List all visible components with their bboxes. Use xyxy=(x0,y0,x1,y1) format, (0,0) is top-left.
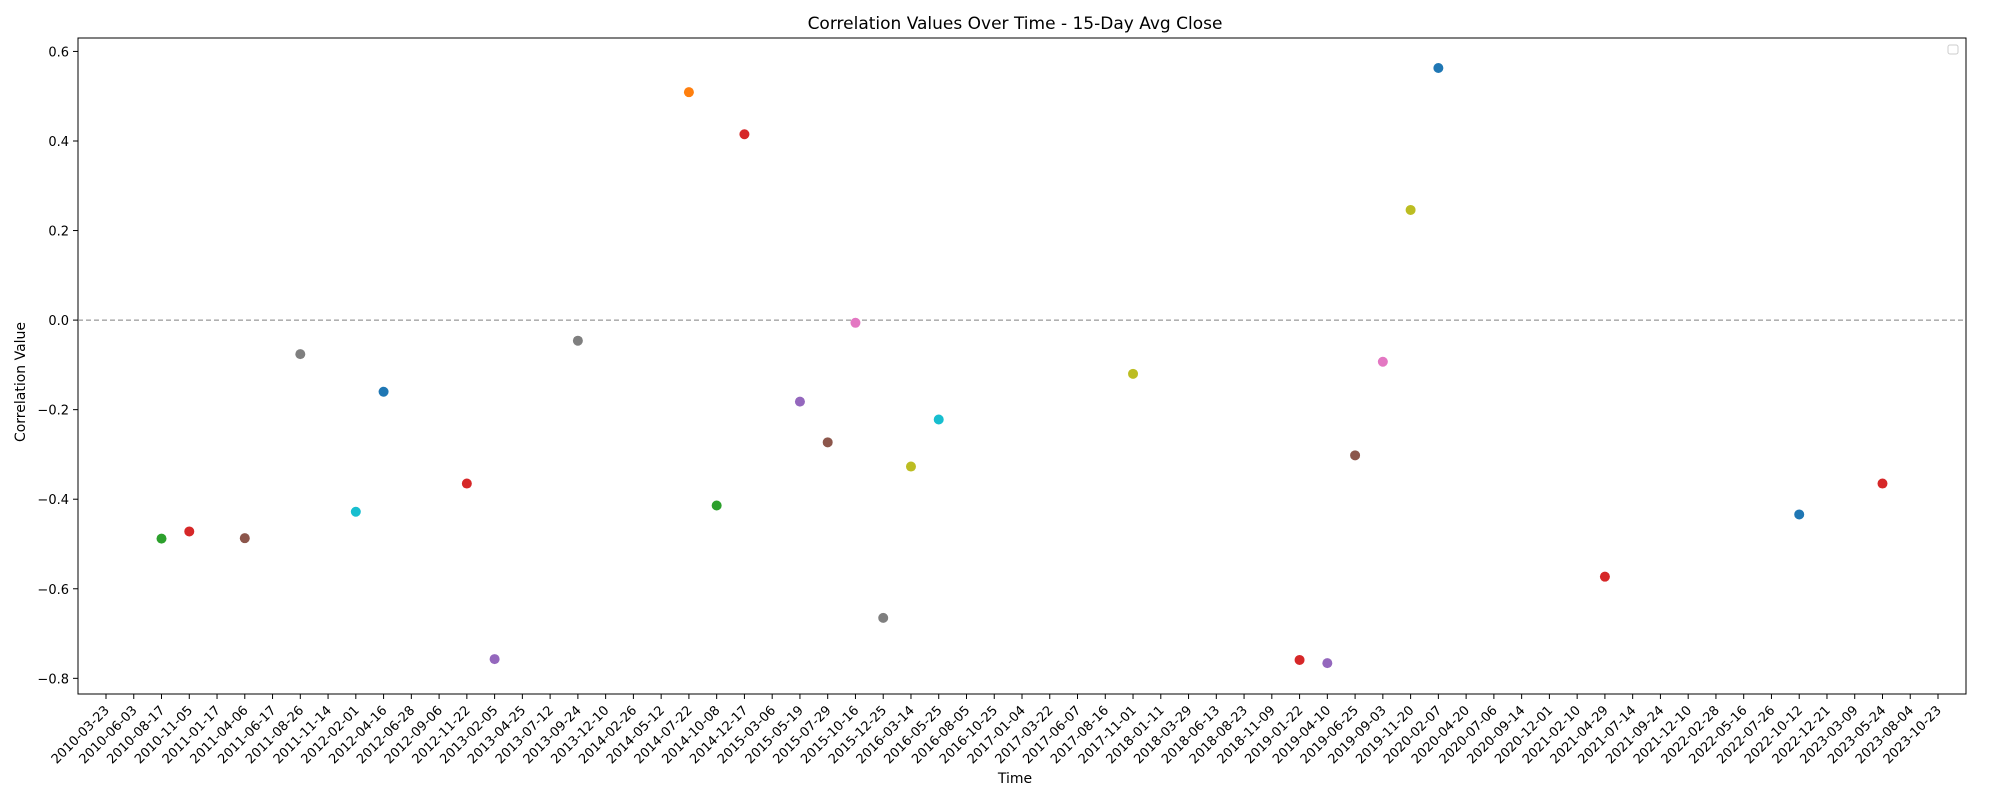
data-point xyxy=(794,396,805,407)
data-point xyxy=(1350,450,1361,461)
legend-box xyxy=(1947,44,1959,55)
data-point xyxy=(822,437,833,448)
data-point xyxy=(1405,204,1416,215)
y-tick-label: 0.6 xyxy=(48,45,69,60)
y-tick-label: 0.0 xyxy=(48,314,69,329)
data-point xyxy=(378,386,389,397)
y-tick-label: −0.8 xyxy=(37,672,69,687)
y-axis: −0.8 −0.6 −0.4 −0.2 0.0 0.2 0.4 0.6 xyxy=(37,45,78,687)
plot-area: −0.8 −0.6 −0.4 −0.2 0.0 0.2 0.4 0.6 2010-03-232… xyxy=(37,37,1967,767)
data-point xyxy=(1599,571,1610,582)
data-point xyxy=(489,654,500,665)
y-tick-label: −0.4 xyxy=(37,493,69,508)
data-point xyxy=(878,612,889,623)
data-point xyxy=(711,500,722,511)
data-point xyxy=(1877,478,1888,489)
data-point xyxy=(239,533,250,544)
data-point xyxy=(1377,356,1388,367)
data-point xyxy=(905,461,916,472)
data-point xyxy=(295,349,306,360)
data-point xyxy=(933,414,944,425)
chart-title: Correlation Values Over Time - 15-Day Av… xyxy=(808,14,1223,34)
data-point xyxy=(461,478,472,489)
data-point xyxy=(1322,658,1333,669)
data-point xyxy=(350,506,361,517)
plot-frame xyxy=(77,37,1967,695)
y-tick-label: 0.4 xyxy=(48,135,69,150)
x-axis-label: Time xyxy=(997,771,1032,787)
data-point xyxy=(184,526,195,537)
data-point xyxy=(1433,63,1444,74)
x-axis: 2010-03-232010-06-032010-08-172010-11-05… xyxy=(49,694,1945,767)
data-point xyxy=(739,129,750,140)
data-point xyxy=(1794,509,1805,520)
data-point xyxy=(683,87,694,98)
y-axis-label: Correlation Value xyxy=(13,322,29,442)
y-tick-label: −0.6 xyxy=(37,583,69,598)
data-point xyxy=(1128,368,1139,379)
data-point xyxy=(572,335,583,346)
y-tick-label: 0.2 xyxy=(48,225,69,240)
data-point xyxy=(156,533,167,544)
data-points xyxy=(156,63,1888,669)
data-point xyxy=(850,317,861,328)
y-tick-label: −0.2 xyxy=(37,404,69,419)
data-point xyxy=(1294,654,1305,665)
